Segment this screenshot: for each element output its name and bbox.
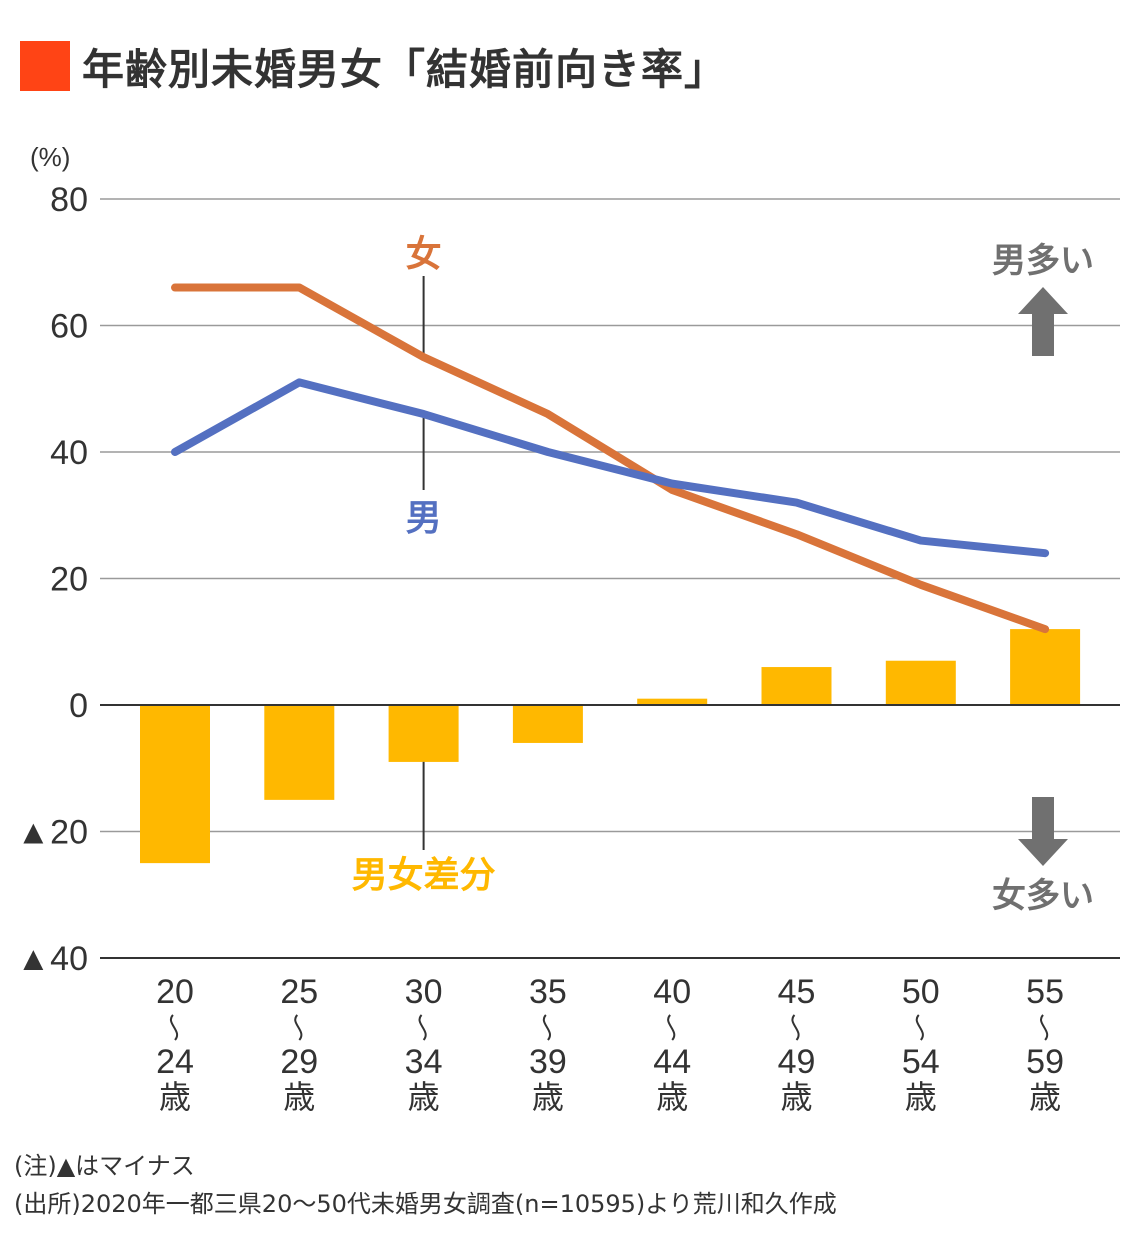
x-tick-label: 20 24歳 <box>156 973 194 1115</box>
x-tick-end: 54 <box>902 1043 940 1081</box>
x-tick-start: 50 <box>902 973 940 1011</box>
x-tick-unit: 歳 <box>1029 1079 1061 1115</box>
y-tick-label: 0 <box>69 687 88 725</box>
diff-bar <box>140 705 210 864</box>
y-tick-label: 80 <box>50 181 88 219</box>
diff-bar <box>1010 629 1081 705</box>
x-tick-start: 20 <box>156 973 194 1011</box>
female-line <box>171 283 1050 634</box>
x-tick-start: 45 <box>778 973 816 1011</box>
note-source: (出所)2020年一都三県20〜50代未婚男女調査(n=10595)より荒川和久… <box>14 1190 837 1218</box>
x-tick-label: 45 49歳 <box>778 973 816 1115</box>
male-series-label: 男 <box>406 497 442 538</box>
x-tick-end: 59 <box>1026 1043 1064 1081</box>
x-tick-end: 49 <box>778 1043 816 1081</box>
x-tick-unit: 歳 <box>905 1079 937 1115</box>
arrow-down-icon <box>1018 797 1068 866</box>
x-tick-unit: 歳 <box>532 1079 564 1115</box>
diff-series-label: 男女差分 <box>352 854 496 895</box>
x-tick-unit: 歳 <box>283 1079 315 1115</box>
diff-bar <box>264 705 335 800</box>
diff-bar <box>512 705 583 743</box>
x-tick-start: 40 <box>653 973 691 1011</box>
x-tick-end: 34 <box>405 1043 443 1081</box>
title-text: 年齢別未婚男女「結婚前向き率」 <box>82 44 728 94</box>
y-tick-label: ▲20 <box>17 814 88 852</box>
x-tick-label: 55 59歳 <box>1026 973 1064 1115</box>
x-tick-label: 30 34歳 <box>405 973 443 1115</box>
range-tilde-icon <box>915 1014 924 1041</box>
x-tick-end: 24 <box>156 1043 194 1081</box>
y-tick-label: ▲40 <box>17 940 88 978</box>
x-tick-label: 25 29歳 <box>280 973 318 1115</box>
y-tick-label: 20 <box>50 561 88 599</box>
note-minus: (注)▲はマイナス <box>14 1152 195 1180</box>
line-layer <box>171 283 1050 634</box>
range-tilde-icon <box>542 1014 551 1041</box>
range-tilde-icon <box>170 1014 178 1041</box>
range-tilde-icon <box>418 1014 427 1041</box>
men-more-label: 男多い <box>992 242 1094 280</box>
x-tick-start: 55 <box>1026 973 1064 1011</box>
x-tick-label: 40 44歳 <box>653 973 691 1115</box>
grid-layer <box>100 198 1120 959</box>
y-tick-label: 60 <box>50 308 88 346</box>
x-tick-unit: 歳 <box>656 1079 688 1115</box>
x-tick-end: 44 <box>653 1043 691 1081</box>
arrow-up-icon <box>1018 287 1068 356</box>
x-tick-start: 30 <box>405 973 443 1011</box>
x-tick-start: 35 <box>529 973 567 1011</box>
x-tick-unit: 歳 <box>159 1079 191 1115</box>
range-tilde-icon <box>667 1014 676 1041</box>
chart-title: 年齢別未婚男女「結婚前向き率」 <box>20 40 727 94</box>
x-tick-start: 25 <box>280 973 318 1011</box>
chart-svg: (%)806040200▲20▲40女男男女差分男多い女多い2024歳2529歳… <box>17 142 1120 1115</box>
title-square-icon <box>20 41 70 91</box>
x-tick-unit: 歳 <box>780 1079 812 1115</box>
x-tick-label: 35 39歳 <box>529 973 567 1115</box>
female-series-label: 女 <box>406 233 442 274</box>
x-tick-unit: 歳 <box>408 1079 440 1115</box>
arrow-layer <box>1018 287 1068 866</box>
y-tick-label: 40 <box>50 434 88 472</box>
male-line <box>171 378 1050 558</box>
diff-bar <box>885 660 956 705</box>
label-layer: (%)806040200▲20▲40女男男女差分男多い女多い2024歳2529歳… <box>17 142 1094 1115</box>
range-tilde-icon <box>791 1014 800 1041</box>
diff-bar <box>388 705 459 762</box>
diff-bar <box>761 667 832 705</box>
diff-bar <box>637 698 708 705</box>
x-tick-end: 39 <box>529 1043 567 1081</box>
women-more-label: 女多い <box>992 876 1094 915</box>
bar-layer <box>140 629 1081 864</box>
y-axis-unit-label: (%) <box>30 142 70 172</box>
x-tick-label: 50 54歳 <box>902 973 940 1115</box>
x-tick-end: 29 <box>280 1043 318 1081</box>
range-tilde-icon <box>1040 1014 1049 1041</box>
range-tilde-icon <box>294 1014 303 1041</box>
